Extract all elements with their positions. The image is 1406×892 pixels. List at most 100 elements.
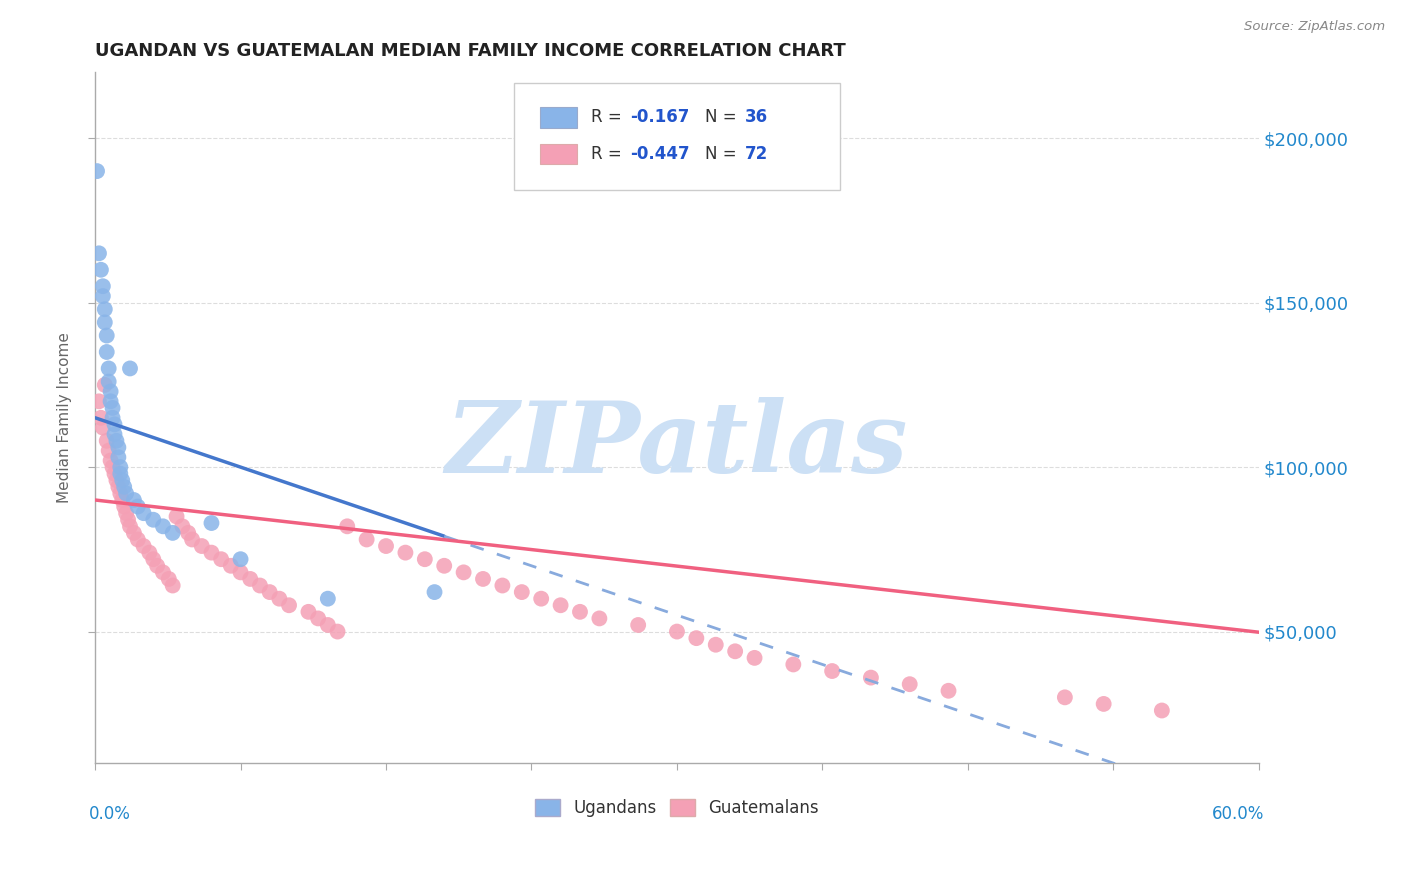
Point <box>146 558 169 573</box>
Point <box>375 539 398 553</box>
Point <box>111 473 134 487</box>
Point <box>269 591 291 606</box>
Point <box>142 552 165 566</box>
Point <box>200 546 222 560</box>
Point <box>138 546 160 560</box>
Text: -0.447: -0.447 <box>630 145 690 163</box>
FancyBboxPatch shape <box>540 144 576 164</box>
Point <box>172 519 194 533</box>
Point <box>107 480 129 494</box>
Point <box>782 657 804 672</box>
Point <box>112 480 135 494</box>
Point <box>118 361 141 376</box>
Point <box>200 516 222 530</box>
Point <box>453 566 475 580</box>
Point <box>96 345 118 359</box>
Point <box>107 441 129 455</box>
Point <box>685 631 707 645</box>
Point <box>118 519 141 533</box>
Point <box>510 585 533 599</box>
Point <box>229 552 252 566</box>
Point <box>859 671 882 685</box>
Point <box>96 434 118 448</box>
Point <box>898 677 921 691</box>
Text: R =: R = <box>591 108 627 127</box>
Point <box>181 533 204 547</box>
Point <box>1150 704 1173 718</box>
Point <box>162 578 184 592</box>
FancyBboxPatch shape <box>515 83 839 190</box>
Point <box>1092 697 1115 711</box>
Legend: Ugandans, Guatemalans: Ugandans, Guatemalans <box>529 792 825 824</box>
Point <box>152 519 174 533</box>
Point <box>259 585 281 599</box>
Point <box>101 410 124 425</box>
Point <box>115 486 138 500</box>
Point <box>132 506 155 520</box>
Point <box>110 486 132 500</box>
Point <box>110 467 132 481</box>
Point <box>423 585 446 599</box>
Point <box>107 450 129 465</box>
Point <box>588 611 610 625</box>
Point <box>627 618 650 632</box>
Point <box>105 473 128 487</box>
Text: 36: 36 <box>744 108 768 127</box>
Point <box>152 566 174 580</box>
Point <box>704 638 727 652</box>
Point <box>209 552 232 566</box>
FancyBboxPatch shape <box>540 107 576 128</box>
Point <box>112 500 135 514</box>
Point <box>103 427 125 442</box>
Point <box>87 246 110 260</box>
Point <box>91 289 114 303</box>
Y-axis label: Median Family Income: Median Family Income <box>58 333 72 503</box>
Point <box>142 513 165 527</box>
Point <box>1053 690 1076 705</box>
Point <box>101 401 124 415</box>
Point <box>94 302 117 317</box>
Text: R =: R = <box>591 145 627 163</box>
Point <box>665 624 688 639</box>
Text: Source: ZipAtlas.com: Source: ZipAtlas.com <box>1244 20 1385 33</box>
Point <box>94 377 117 392</box>
Point <box>472 572 495 586</box>
Point <box>530 591 553 606</box>
Text: N =: N = <box>704 145 742 163</box>
Point <box>96 328 118 343</box>
Text: UGANDAN VS GUATEMALAN MEDIAN FAMILY INCOME CORRELATION CHART: UGANDAN VS GUATEMALAN MEDIAN FAMILY INCO… <box>96 42 846 60</box>
Point <box>326 624 349 639</box>
Point <box>316 591 339 606</box>
Point <box>101 460 124 475</box>
Point <box>191 539 214 553</box>
Point <box>157 572 180 586</box>
Point <box>491 578 513 592</box>
Point <box>110 460 132 475</box>
Point <box>90 410 112 425</box>
Point <box>115 506 138 520</box>
Point <box>569 605 592 619</box>
Point <box>724 644 747 658</box>
Point <box>97 375 120 389</box>
Point <box>111 493 134 508</box>
Text: ZIPatlas: ZIPatlas <box>446 397 908 493</box>
Point <box>105 434 128 448</box>
Point <box>297 605 319 619</box>
Point <box>132 539 155 553</box>
Point <box>97 443 120 458</box>
Point <box>166 509 188 524</box>
Text: -0.167: -0.167 <box>630 108 690 127</box>
Point <box>117 513 139 527</box>
Point <box>127 533 149 547</box>
Point <box>219 558 242 573</box>
Point <box>103 417 125 432</box>
Point <box>100 453 122 467</box>
Point <box>177 525 200 540</box>
Point <box>122 525 145 540</box>
Point <box>127 500 149 514</box>
Point <box>100 394 122 409</box>
Point <box>229 566 252 580</box>
Point <box>307 611 329 625</box>
Point <box>103 467 125 481</box>
Point <box>433 558 456 573</box>
